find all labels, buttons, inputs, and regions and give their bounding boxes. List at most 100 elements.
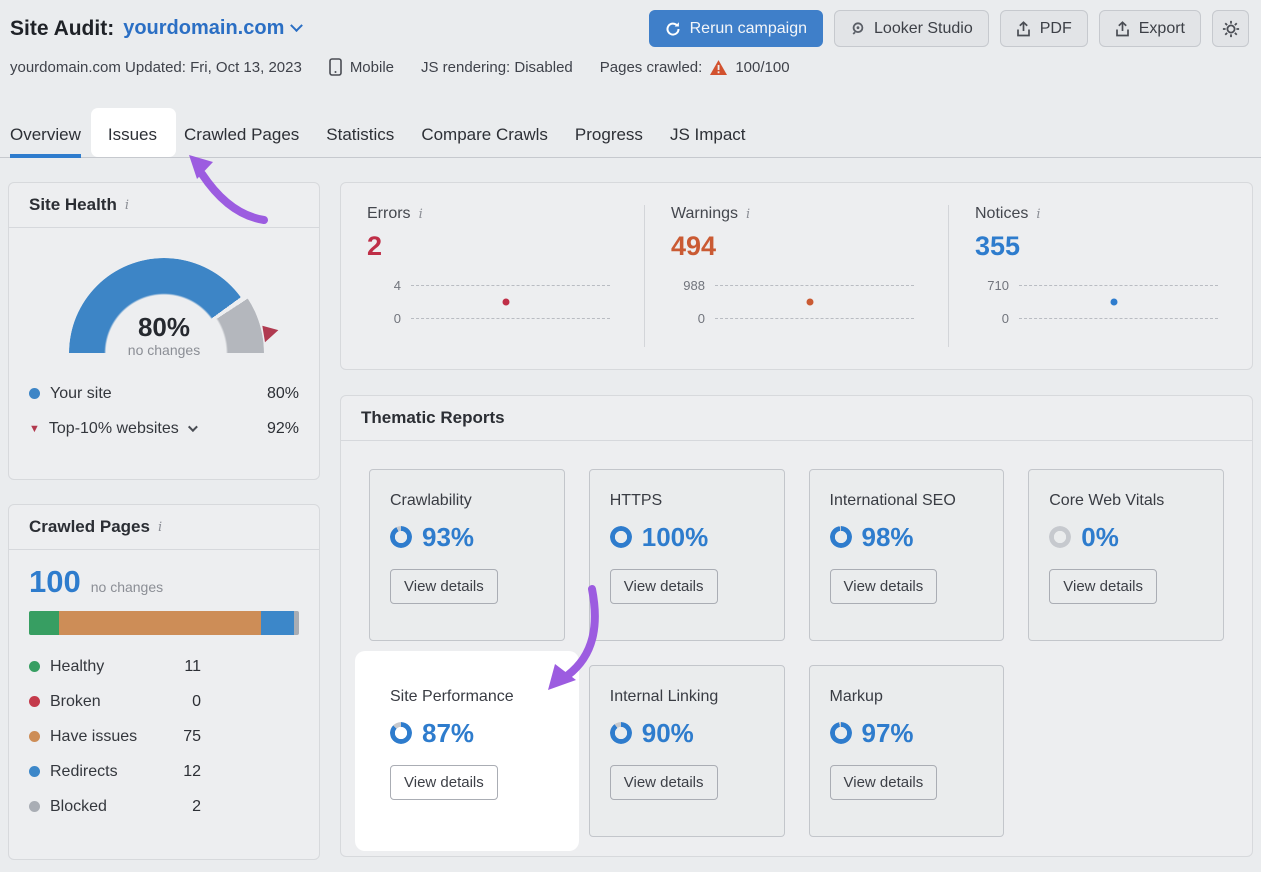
thematic-card-internal-linking: Internal Linking 90% View details xyxy=(588,665,785,837)
header: Site Audit: yourdomain.com Rerun campaig… xyxy=(10,10,1249,47)
progress-ring-icon xyxy=(609,722,632,744)
view-details-button[interactable]: View details xyxy=(390,569,498,604)
tab-overview[interactable]: Overview xyxy=(10,112,81,158)
warning-triangle-icon xyxy=(710,59,728,75)
chevron-down-icon xyxy=(290,19,304,33)
red-dot-icon xyxy=(29,696,40,707)
info-icon[interactable]: i xyxy=(124,197,130,213)
gray-dot-icon xyxy=(29,801,40,812)
pdf-button[interactable]: PDF xyxy=(999,10,1088,47)
looker-studio-icon xyxy=(850,21,865,36)
tab-progress[interactable]: Progress xyxy=(574,124,643,144)
site-health-gauge: 80% no changes xyxy=(52,248,279,453)
bar-segment-blocked xyxy=(293,611,299,635)
bar-segment-redirects xyxy=(261,611,294,635)
crawled-pages-card: Crawled Pages i 100 no changes Healthy 1… xyxy=(8,504,320,860)
tab-bar: Overview Issues Crawled Pages Statistics… xyxy=(0,108,1261,158)
subheader: yourdomain.com Updated: Fri, Oct 13, 202… xyxy=(10,58,790,76)
tab-crawled-pages[interactable]: Crawled Pages xyxy=(184,124,300,144)
green-dot-icon xyxy=(29,661,40,672)
your-site-value: 80% xyxy=(266,384,299,402)
export-button[interactable]: Export xyxy=(1098,10,1201,47)
warnings-sparkline: 988 0 xyxy=(671,278,914,326)
site-health-card: Site Health i 80% no changes Your site 8… xyxy=(8,182,320,480)
progress-ring-icon xyxy=(390,722,412,744)
pages-crawled-value: 100/100 xyxy=(735,58,790,76)
info-icon[interactable]: i xyxy=(157,519,163,535)
data-point-dot xyxy=(806,298,813,306)
site-health-score: 80% xyxy=(137,312,191,343)
rerun-campaign-button[interactable]: Rerun campaign xyxy=(648,10,824,47)
thematic-card-site-performance: Site Performance 87% View details xyxy=(355,651,579,851)
progress-ring-icon xyxy=(829,526,852,548)
legend-have-issues: Have issues 75 xyxy=(29,719,201,754)
errors-sparkline: 4 0 xyxy=(367,278,610,326)
crawled-pages-header: Crawled Pages i xyxy=(9,505,319,550)
view-details-button[interactable]: View details xyxy=(829,569,938,604)
last-updated-text: yourdomain.com Updated: Fri, Oct 13, 202… xyxy=(10,58,302,76)
info-icon[interactable]: i xyxy=(1036,206,1041,222)
metric-warnings: Warnings i 494 988 0 xyxy=(644,205,948,347)
mobile-icon xyxy=(329,58,342,76)
data-point-dot xyxy=(1110,298,1117,306)
site-health-change: no changes xyxy=(127,342,201,358)
page-title: Site Audit: xyxy=(10,16,115,40)
progress-ring-icon xyxy=(829,722,852,744)
info-icon[interactable]: i xyxy=(418,206,423,222)
view-details-button[interactable]: View details xyxy=(609,569,718,604)
thematic-reports-card: Thematic Reports Crawlability 93% View d… xyxy=(340,395,1253,857)
crawled-pages-stacked-bar xyxy=(29,611,299,635)
thematic-card-https: HTTPS 100% View details xyxy=(588,469,785,641)
blue-dot-icon xyxy=(29,388,40,399)
export-up-icon xyxy=(1016,20,1031,37)
errors-count: 2 xyxy=(367,231,383,261)
progress-ring-icon xyxy=(609,526,632,548)
data-point-dot xyxy=(502,298,509,306)
domain-label: yourdomain.com xyxy=(123,17,285,39)
progress-ring-icon xyxy=(390,526,412,548)
thematic-card-core-web-vitals: Core Web Vitals 0% View details xyxy=(1028,469,1224,641)
blue-dot-icon xyxy=(29,766,40,777)
domain-dropdown[interactable]: yourdomain.com xyxy=(123,17,304,40)
thematic-reports-header: Thematic Reports xyxy=(341,396,1252,441)
bar-segment-have-issues xyxy=(58,611,262,635)
crawled-pages-count: 100 xyxy=(29,564,81,599)
gear-icon xyxy=(1222,20,1240,38)
export-up-icon xyxy=(1115,20,1130,37)
refresh-icon xyxy=(665,21,681,37)
legend-healthy: Healthy 11 xyxy=(29,649,201,684)
bar-segment-healthy xyxy=(29,611,59,635)
info-icon[interactable]: i xyxy=(745,206,751,222)
device-indicator: Mobile xyxy=(329,58,394,76)
legend-redirects: Redirects 12 xyxy=(29,754,201,789)
legend-broken: Broken 0 xyxy=(29,684,201,719)
down-triangle-icon: ▼ xyxy=(29,422,40,435)
progress-ring-icon xyxy=(1049,526,1072,548)
site-performance-highlight-box xyxy=(355,651,579,851)
notices-sparkline: 710 0 xyxy=(975,278,1218,326)
pages-crawled-label: Pages crawled: xyxy=(599,58,703,76)
thematic-card-crawlability: Crawlability 93% View details xyxy=(369,469,565,641)
tab-issues[interactable]: Issues xyxy=(90,108,176,157)
tab-js-impact[interactable]: JS Impact xyxy=(669,124,746,144)
view-details-button[interactable]: View details xyxy=(1049,569,1158,604)
looker-studio-button[interactable]: Looker Studio xyxy=(834,10,989,47)
view-details-button[interactable]: View details xyxy=(829,765,938,800)
top10-value: 92% xyxy=(266,419,299,437)
view-details-button[interactable]: View details xyxy=(609,765,718,800)
notices-count: 355 xyxy=(975,231,1021,261)
tab-compare-crawls[interactable]: Compare Crawls xyxy=(421,124,548,144)
settings-button[interactable] xyxy=(1212,10,1249,47)
issues-highlight-box xyxy=(90,108,176,157)
issues-summary-card: Errors i 2 4 0 Warnings i 494 988 0 xyxy=(340,182,1253,370)
view-details-button[interactable]: View details xyxy=(390,765,498,800)
pages-crawled: Pages crawled: 100/100 xyxy=(600,59,790,76)
metric-notices: Notices i 355 710 0 xyxy=(948,205,1252,347)
thematic-card-markup: Markup 97% View details xyxy=(808,665,1005,837)
tab-statistics[interactable]: Statistics xyxy=(326,124,395,144)
legend-blocked: Blocked 2 xyxy=(29,789,201,824)
orange-dot-icon xyxy=(29,731,40,742)
js-rendering-text: JS rendering: Disabled xyxy=(421,58,573,76)
site-health-header: Site Health i xyxy=(9,183,319,228)
